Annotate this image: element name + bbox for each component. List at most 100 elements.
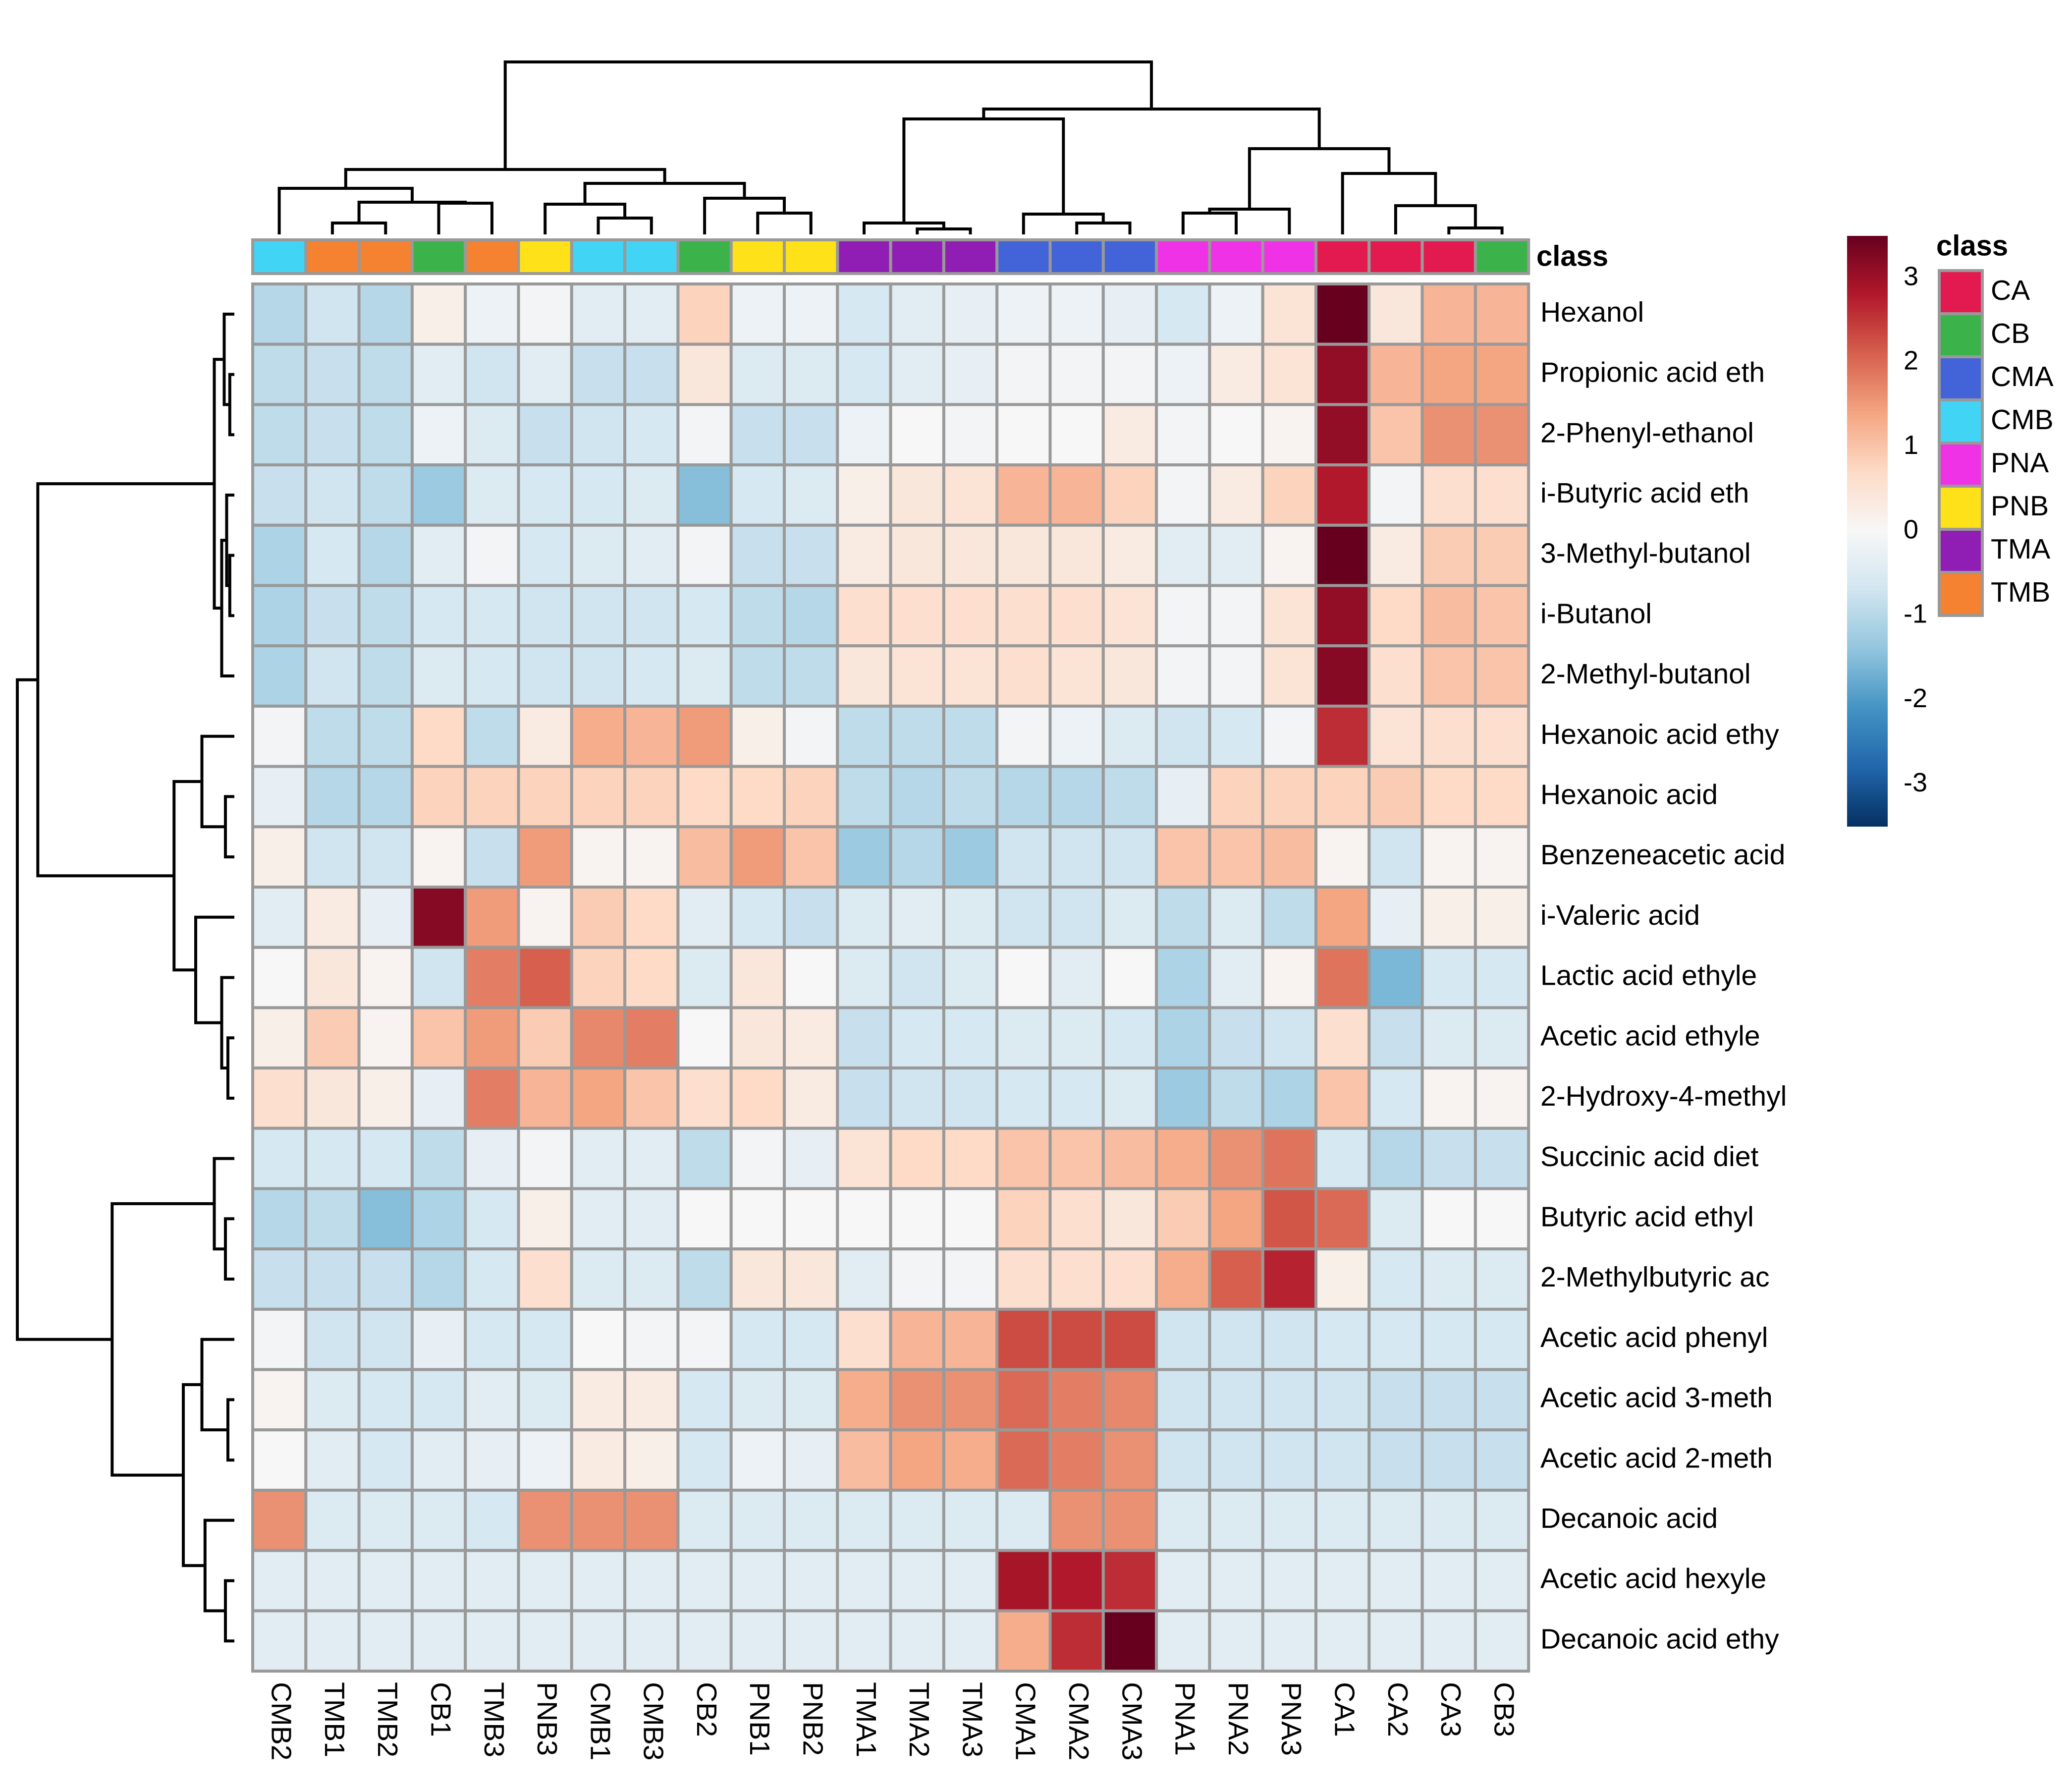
heatmap-cell bbox=[570, 1247, 627, 1311]
column-label: CA3 bbox=[1435, 1682, 1467, 1737]
heatmap-cell bbox=[676, 1126, 733, 1190]
heatmap-cell bbox=[1101, 1489, 1158, 1552]
heatmap-cell bbox=[1048, 825, 1105, 889]
heatmap-cell bbox=[517, 342, 573, 406]
heatmap-cell bbox=[304, 1187, 361, 1251]
row-label: Acetic acid 3-meth bbox=[1540, 1382, 1773, 1413]
heatmap-cell bbox=[304, 886, 361, 949]
heatmap-cell bbox=[889, 1549, 945, 1613]
heatmap-cell bbox=[357, 1187, 414, 1251]
heatmap-cell bbox=[357, 886, 414, 949]
heatmap-cell bbox=[942, 1489, 999, 1552]
heatmap-cell bbox=[623, 1187, 680, 1251]
heatmap-cell bbox=[1367, 1368, 1424, 1432]
heatmap-cell bbox=[251, 704, 308, 768]
annotation-cell bbox=[1367, 238, 1424, 275]
heatmap-cell bbox=[942, 886, 999, 949]
heatmap-cell bbox=[304, 1428, 361, 1492]
heatmap-cell bbox=[304, 1489, 361, 1552]
heatmap-cell bbox=[251, 1609, 308, 1673]
heatmap-cell bbox=[1101, 1609, 1158, 1673]
heatmap-cell bbox=[570, 1489, 627, 1552]
heatmap-cell bbox=[783, 644, 839, 708]
heatmap-cell bbox=[836, 523, 892, 587]
heatmap-cell bbox=[889, 1066, 945, 1130]
column-label: TMB2 bbox=[372, 1682, 403, 1757]
heatmap-cell bbox=[304, 825, 361, 889]
heatmap-cell bbox=[889, 1187, 945, 1251]
heatmap-cell bbox=[783, 403, 839, 467]
heatmap-cell bbox=[1208, 704, 1264, 768]
heatmap-cell bbox=[251, 342, 308, 406]
heatmap-cell bbox=[676, 1368, 733, 1432]
heatmap-cell bbox=[410, 825, 467, 889]
heatmap-cell bbox=[889, 946, 945, 1009]
heatmap-cell bbox=[1367, 282, 1424, 346]
heatmap-cell bbox=[357, 584, 414, 648]
heatmap-cell bbox=[570, 886, 627, 949]
heatmap-grid bbox=[251, 282, 1530, 1673]
heatmap-cell bbox=[1208, 403, 1264, 467]
heatmap-cell bbox=[464, 584, 520, 648]
heatmap-cell bbox=[570, 946, 627, 1009]
row-label: Decanoic acid bbox=[1540, 1503, 1718, 1534]
heatmap-cell bbox=[676, 946, 733, 1009]
heatmap-cell bbox=[1420, 1428, 1477, 1492]
heatmap-cell bbox=[783, 282, 839, 346]
heatmap-cell bbox=[623, 1126, 680, 1190]
heatmap-cell bbox=[1420, 1066, 1477, 1130]
heatmap-cell bbox=[1367, 825, 1424, 889]
heatmap-cell bbox=[1208, 342, 1264, 406]
heatmap-cell bbox=[1314, 1126, 1371, 1190]
heatmap-cell bbox=[889, 1609, 945, 1673]
heatmap-cell bbox=[1314, 765, 1371, 829]
heatmap-cell bbox=[995, 1187, 1052, 1251]
column-label: CMB1 bbox=[584, 1682, 616, 1760]
heatmap-cell bbox=[464, 946, 520, 1009]
row-dendrogram bbox=[16, 312, 234, 1643]
heatmap-cell bbox=[304, 342, 361, 406]
heatmap-cell bbox=[729, 282, 786, 346]
heatmap-cell bbox=[623, 946, 680, 1009]
heatmap-cell bbox=[729, 1609, 786, 1673]
heatmap-cell bbox=[623, 1006, 680, 1070]
heatmap-cell bbox=[1261, 282, 1317, 346]
heatmap-cell bbox=[570, 1126, 627, 1190]
heatmap-cell bbox=[1208, 463, 1264, 527]
heatmap-cell bbox=[1048, 342, 1105, 406]
heatmap-cell bbox=[1473, 1006, 1530, 1070]
heatmap-cell bbox=[251, 1307, 308, 1371]
heatmap-cell bbox=[729, 765, 786, 829]
heatmap-cell bbox=[1208, 886, 1264, 949]
heatmap-cell bbox=[836, 1066, 892, 1130]
heatmap-cell bbox=[676, 463, 733, 527]
heatmap-cell bbox=[676, 1307, 733, 1371]
column-label: PNA1 bbox=[1169, 1682, 1201, 1756]
heatmap-cell bbox=[942, 1187, 999, 1251]
heatmap-cell bbox=[570, 825, 627, 889]
heatmap-cell bbox=[1101, 644, 1158, 708]
heatmap-cell bbox=[1101, 1006, 1158, 1070]
heatmap-cell bbox=[836, 765, 892, 829]
row-label: 2-Phenyl-ethanol bbox=[1540, 417, 1754, 448]
heatmap-cell bbox=[1208, 1006, 1264, 1070]
heatmap-cell bbox=[676, 342, 733, 406]
heatmap-cell bbox=[836, 1609, 892, 1673]
heatmap-cell bbox=[1155, 523, 1211, 587]
class-legend-label: TMA bbox=[1991, 533, 2050, 565]
heatmap-cell bbox=[1261, 584, 1317, 648]
heatmap-cell bbox=[1420, 584, 1477, 648]
class-legend-title: class bbox=[1936, 229, 2008, 262]
heatmap-cell bbox=[676, 1489, 733, 1552]
heatmap-cell bbox=[357, 1489, 414, 1552]
heatmap-cell bbox=[1261, 523, 1317, 587]
column-label: TMA1 bbox=[850, 1682, 882, 1757]
heatmap-cell bbox=[1473, 342, 1530, 406]
heatmap-cell bbox=[942, 1368, 999, 1432]
heatmap-cell bbox=[729, 704, 786, 768]
heatmap-cell bbox=[1048, 1609, 1105, 1673]
annotation-cell bbox=[676, 238, 733, 275]
heatmap-cell bbox=[729, 584, 786, 648]
heatmap-cell bbox=[995, 1247, 1052, 1311]
heatmap-cell bbox=[1048, 1126, 1105, 1190]
